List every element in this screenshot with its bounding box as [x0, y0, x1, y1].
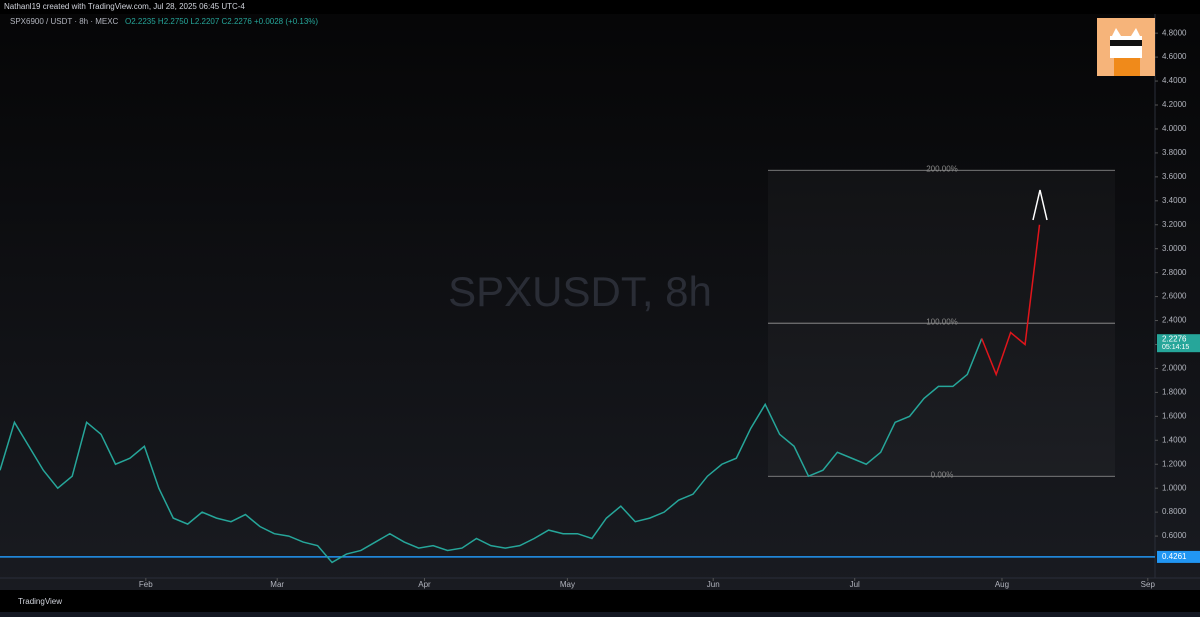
y-tick-label: 1.8000	[1162, 388, 1187, 397]
y-tick-label: 2.4000	[1162, 316, 1187, 325]
fib-label: 0.00%	[931, 470, 954, 479]
y-tick-label: 1.2000	[1162, 459, 1187, 468]
countdown: 05:14:15	[1162, 344, 1189, 351]
watermark: SPXUSDT, 8h	[448, 268, 712, 315]
y-tick-label: 0.6000	[1162, 531, 1187, 540]
fib-label: 200.00%	[926, 164, 958, 173]
y-tick-label: 3.2000	[1162, 220, 1187, 229]
x-tick-label: Jun	[707, 580, 720, 589]
support-label: 0.4261	[1162, 552, 1187, 561]
last-price-tag	[1157, 334, 1200, 353]
y-tick-label: 3.6000	[1162, 172, 1187, 181]
y-tick-label: 3.8000	[1162, 148, 1187, 157]
y-tick-label: 4.4000	[1162, 76, 1187, 85]
y-tick-label: 1.6000	[1162, 411, 1187, 420]
y-tick-label: 4.2000	[1162, 100, 1187, 109]
x-tick-label: Apr	[418, 580, 431, 589]
x-tick-label: Sep	[1141, 580, 1156, 589]
y-tick-label: 2.0000	[1162, 364, 1187, 373]
avatar	[1097, 18, 1155, 76]
y-tick-label: 2.8000	[1162, 268, 1187, 277]
symbol: SPX6900 / USDT · 8h · MEXC	[10, 17, 119, 26]
x-tick-label: Mar	[270, 580, 284, 589]
last-price-label: 2.2276	[1162, 334, 1187, 343]
fib-label: 100.00%	[926, 317, 958, 326]
y-tick-label: 3.4000	[1162, 196, 1187, 205]
y-tick-label: 3.0000	[1162, 244, 1187, 253]
arrow	[1032, 189, 1048, 221]
y-tick-label: 4.0000	[1162, 124, 1187, 133]
top-bar	[0, 0, 1200, 14]
ohlc: O2.2235 H2.2750 L2.2207 C2.2276 +0.0028 …	[125, 17, 318, 26]
y-tick-label: 4.6000	[1162, 52, 1187, 61]
footer: TradingView	[18, 597, 62, 606]
support-tag	[1157, 550, 1200, 563]
y-tick-label: 1.4000	[1162, 435, 1187, 444]
footer-bar	[0, 590, 1200, 612]
price-line	[0, 338, 983, 564]
x-tick-label: Jul	[850, 580, 860, 589]
x-tick-label: Aug	[995, 580, 1009, 589]
y-tick-label: 2.6000	[1162, 292, 1187, 301]
y-tick-label: 0.8000	[1162, 507, 1187, 516]
header: Nathanl19 created with TradingView.com, …	[4, 2, 245, 11]
x-tick-label: Feb	[139, 580, 153, 589]
y-tick-label: 1.0000	[1162, 483, 1187, 492]
y-tick-label: 4.8000	[1162, 28, 1187, 37]
x-tick-label: May	[560, 580, 575, 589]
price-line	[981, 224, 1041, 377]
